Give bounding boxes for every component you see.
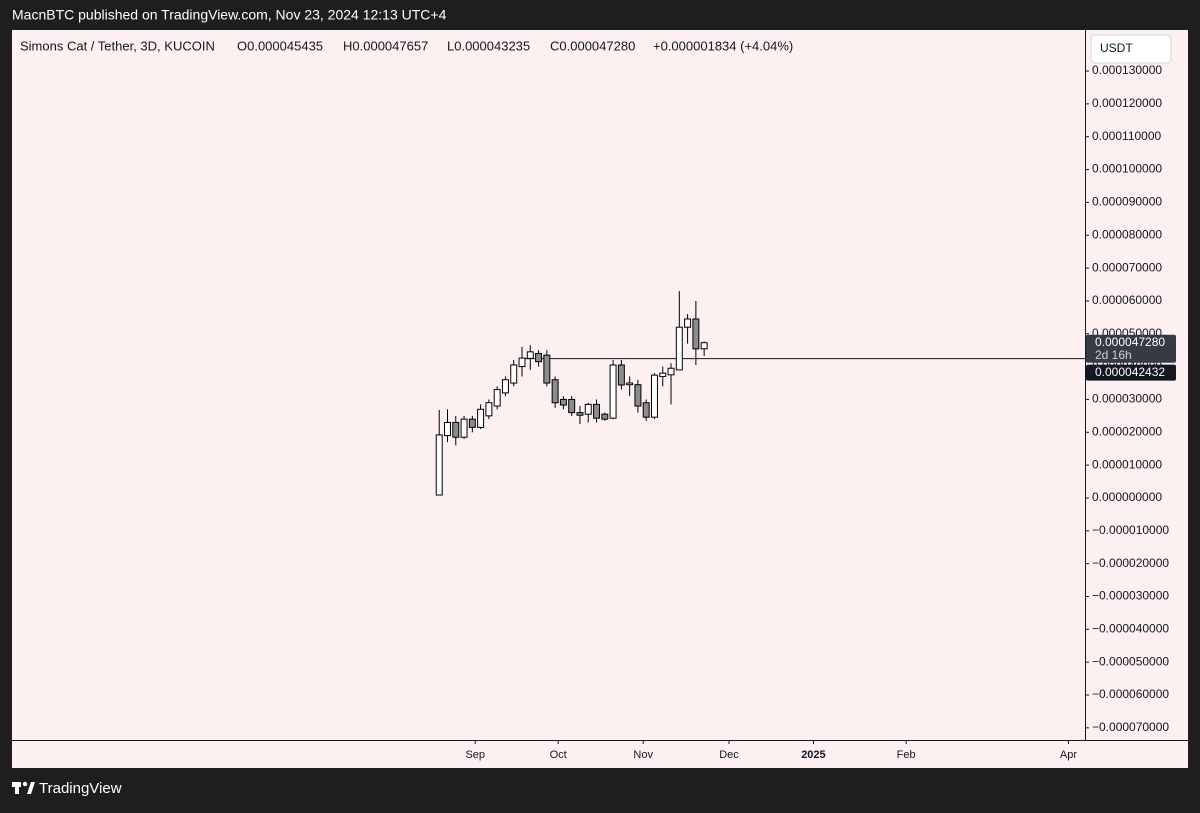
candle-body	[684, 318, 692, 328]
candle-body	[593, 403, 601, 419]
currency[interactable]: USDT	[1100, 41, 1133, 55]
candle-body	[485, 402, 493, 417]
hline-label: 0.000042432	[1095, 365, 1165, 379]
candle-body	[609, 364, 617, 419]
candle-body	[617, 364, 625, 386]
candle-body	[700, 342, 708, 350]
legend-high: H0.000047657	[343, 38, 428, 53]
y-tick-label: 0.000030000	[1092, 392, 1162, 406]
candle-body	[543, 354, 551, 384]
x-tick-label: Feb	[897, 749, 916, 761]
hline-badge	[1086, 364, 1176, 381]
currency-box[interactable]	[1090, 34, 1172, 64]
candle-body	[667, 367, 675, 376]
candle-body	[559, 398, 567, 406]
candle-body	[468, 418, 476, 428]
y-tick-label: 0.000120000	[1092, 96, 1162, 110]
x-tick-label: Apr	[1060, 749, 1077, 761]
candle-body	[501, 379, 509, 394]
x-tick-label: Sep	[465, 749, 485, 761]
y-tick-label: −0.000070000	[1092, 720, 1169, 734]
candle-body	[510, 364, 518, 384]
candle-body	[452, 421, 460, 438]
x-tick-label: Oct	[550, 749, 567, 761]
y-tick-label: −0.000010000	[1092, 523, 1169, 537]
candle-body	[551, 379, 559, 404]
publish-info: MacnBTC published on TradingView.com, No…	[12, 7, 447, 23]
candle-body	[692, 318, 700, 350]
candle-body	[659, 372, 667, 377]
y-tick-label: 0.000000000	[1092, 490, 1162, 504]
y-tick-label: 0.000110000	[1092, 129, 1162, 143]
candle-body	[444, 421, 451, 437]
last-price-label: 0.000047280	[1095, 335, 1165, 349]
y-tick-label: −0.000020000	[1092, 556, 1169, 570]
candle-body	[675, 326, 683, 371]
last-price-badge	[1086, 334, 1176, 363]
y-tick-label: 0.000020000	[1092, 424, 1162, 438]
candle-body	[642, 402, 650, 418]
candle-body	[650, 374, 658, 418]
candle-body	[460, 418, 468, 438]
legend-change: +0.000001834 (+4.04%)	[653, 38, 793, 53]
y-tick-label: 0.000080000	[1092, 227, 1162, 241]
y-tick-label: −0.000030000	[1092, 589, 1169, 603]
legend-open: O0.000045435	[237, 38, 323, 53]
candle-body	[626, 382, 634, 386]
candle-body	[477, 408, 485, 428]
candle-body	[493, 389, 501, 407]
candle-body	[568, 398, 576, 414]
logo-part	[27, 782, 35, 794]
y-tick-label: 0.000010000	[1092, 457, 1162, 471]
chart-area	[12, 30, 1188, 768]
y-tick-label: 0.000090000	[1092, 195, 1162, 209]
brand-logo	[12, 781, 35, 794]
legend-low: L0.000043235	[447, 38, 530, 53]
symbol: Simons Cat / Tether, 3D, KUCOIN	[20, 38, 215, 53]
candle-body	[526, 351, 534, 359]
brand: TradingView	[39, 780, 122, 797]
x-tick-label: Nov	[633, 749, 653, 761]
legend: Simons Cat / Tether, 3D, KUCOIN O0.00004…	[20, 38, 793, 53]
y-tick-label: −0.000060000	[1092, 687, 1169, 701]
logo-part	[15, 782, 19, 794]
candle-body	[584, 403, 592, 415]
candle-body	[634, 384, 642, 407]
y-tick-label: 0.000100000	[1092, 162, 1162, 176]
countdown: 2d 16h	[1095, 348, 1132, 362]
candle-body	[535, 352, 543, 363]
y-tick-label: −0.000050000	[1092, 654, 1169, 668]
candle-body	[576, 412, 584, 416]
y-tick-label: 0.000130000	[1092, 63, 1162, 77]
y-tick-label: −0.000040000	[1092, 622, 1169, 636]
logo-part	[22, 781, 28, 787]
x-tick-label: Dec	[719, 749, 739, 761]
legend-close: C0.000047280	[550, 38, 635, 53]
candle-body	[518, 357, 526, 368]
candle-body	[435, 434, 443, 496]
x-tick-label: 2025	[801, 749, 825, 761]
candle-body	[601, 413, 609, 420]
y-tick-label: 0.000070000	[1092, 260, 1162, 274]
y-tick-label: 0.000060000	[1092, 293, 1162, 307]
